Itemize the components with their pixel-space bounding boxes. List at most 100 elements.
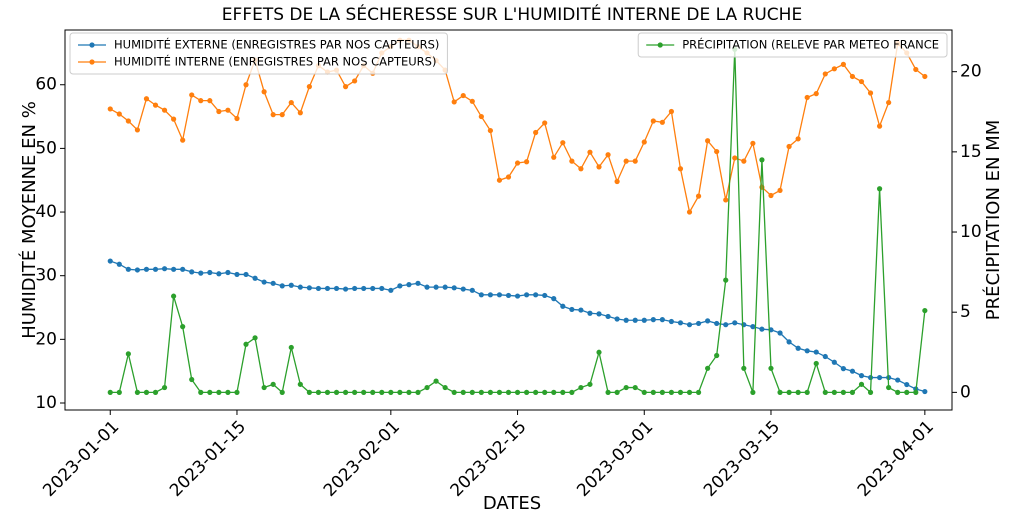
data-point [252,335,258,341]
data-point [134,267,141,273]
data-point [397,389,403,395]
data-point [361,285,367,292]
data-point [822,71,828,77]
data-point [171,116,177,122]
data-point [189,376,195,383]
y2-tick-label: 5 [960,302,971,322]
data-point [442,284,448,290]
data-point [496,292,503,298]
data-point [786,143,792,150]
data-point [279,283,285,289]
data-point [922,307,928,314]
data-point [207,389,213,395]
data-point [207,98,213,104]
data-point [198,98,204,104]
data-point [342,389,349,395]
data-point [415,280,421,286]
data-point [469,98,475,104]
data-point [107,258,113,264]
data-point [650,118,656,124]
data-point [252,275,258,281]
data-point [225,389,231,395]
data-point [822,389,828,395]
data-point [524,159,530,165]
data-point [578,166,584,172]
data-point [849,368,856,374]
data-point [732,155,738,161]
x-tick-label: 2023-03-01 [573,417,657,501]
data-point [297,110,303,116]
data-point [822,353,828,360]
data-point [306,389,312,395]
legend-label: PRÉCIPITATION (RELEVE PAR METEO FRANCE [682,37,939,52]
data-point [705,318,711,324]
data-point [560,389,566,395]
data-point [659,317,665,323]
data-point [759,157,765,163]
data-point [161,266,168,272]
data-point [125,118,131,124]
data-point [234,115,240,122]
data-point [813,91,819,97]
data-point [134,389,141,395]
data-point [225,269,231,276]
y2-tick-label: 0 [960,382,971,402]
data-point [288,344,294,351]
data-point [279,389,285,395]
data-point [695,389,702,395]
data-point [171,266,177,272]
data-point [107,389,113,395]
data-point [569,389,575,395]
data-point [895,389,901,395]
data-point [451,389,457,395]
legend-label: HUMIDITÉ INTERNE (ENREGISTRES PAR NOS CA… [114,54,436,69]
data-point [505,174,512,180]
series-line [110,260,926,393]
data-point [723,277,729,283]
data-point [569,158,575,164]
data-point [587,381,593,387]
data-point [279,112,285,118]
data-point [306,285,312,291]
data-point [922,73,928,80]
x-axis-label: DATES [483,493,541,514]
data-point [551,296,557,302]
data-point [867,90,874,96]
data-point [261,279,267,285]
data-point [831,389,837,395]
x-tick-label: 2023-01-15 [166,417,250,501]
data-point [695,320,702,327]
data-point [460,389,466,395]
data-point [152,102,159,108]
data-point [723,322,729,328]
data-point [813,360,819,367]
data-point [352,78,358,84]
data-point [677,320,684,326]
data-point [469,287,475,293]
data-point [614,389,620,395]
data-point [342,84,349,90]
data-point [913,389,919,395]
data-point [659,389,665,395]
data-point [189,269,195,275]
legend-marker [657,42,663,48]
series-line [110,49,926,394]
data-point [171,293,177,299]
data-point [551,154,557,160]
data-point [496,177,503,183]
data-point [370,285,376,292]
data-point [913,66,919,73]
data-point [659,119,665,125]
data-point [406,389,412,395]
data-point [451,285,457,291]
data-point [424,384,430,391]
legend: HUMIDITÉ EXTERNE (ENREGISTRES PAR NOS CA… [69,32,448,75]
data-point [116,389,122,395]
data-point [505,292,512,299]
data-point [315,389,322,395]
data-point [514,293,521,299]
data-point [288,282,294,288]
data-point [388,287,394,293]
data-point [116,261,122,267]
